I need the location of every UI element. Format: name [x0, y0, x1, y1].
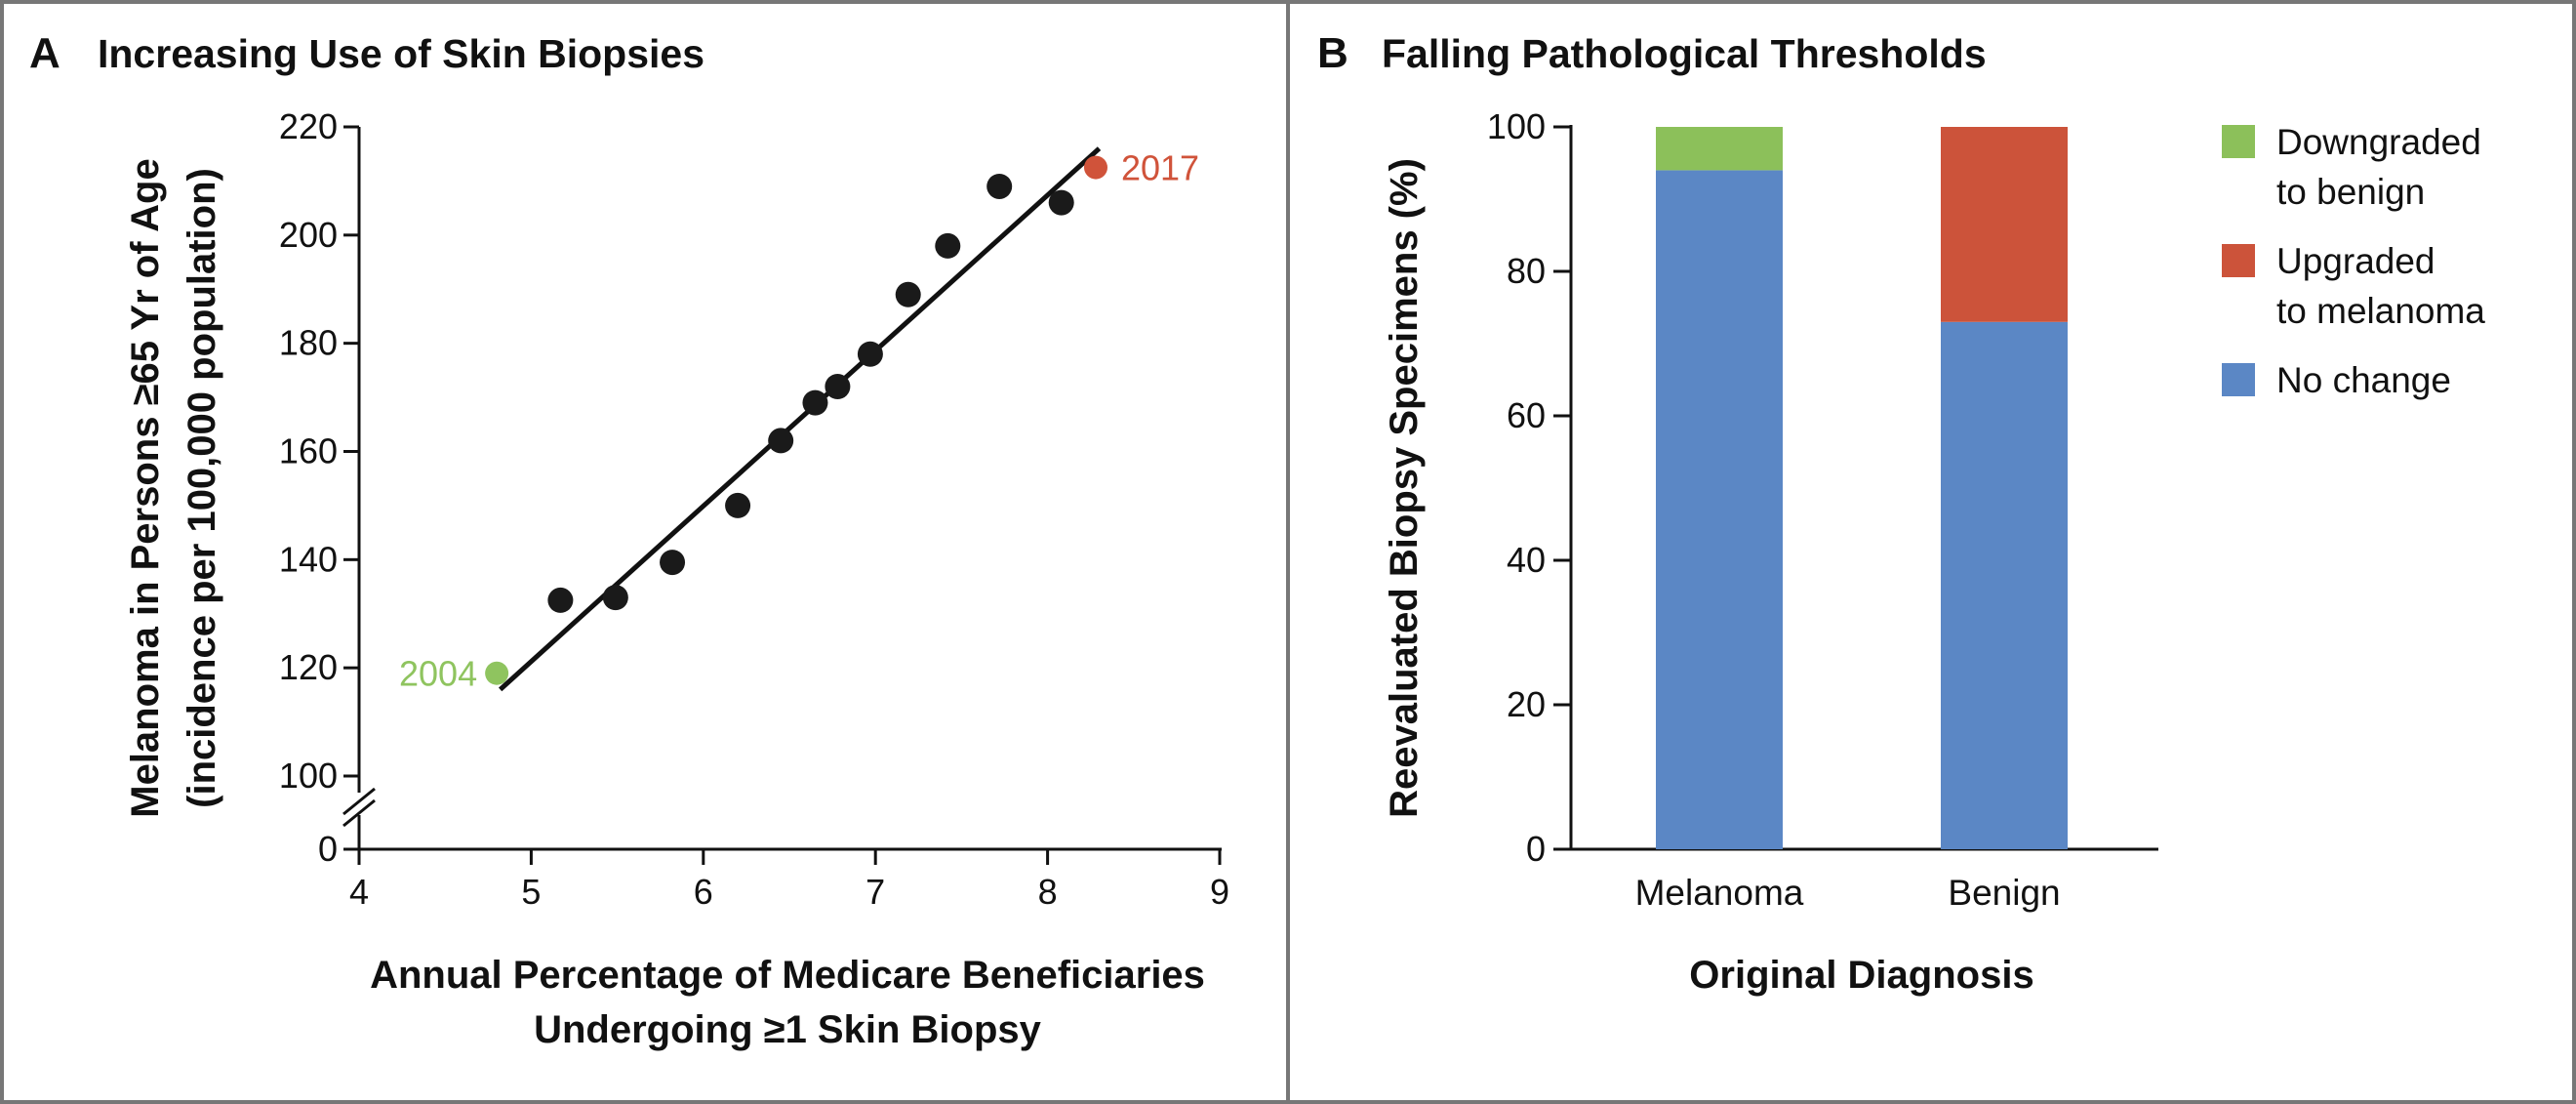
- bar-segment: [1941, 127, 2068, 322]
- x-tick-label: 5: [521, 872, 541, 912]
- x-tick-label: 9: [1210, 872, 1229, 912]
- y-tick-label: 100: [279, 756, 338, 796]
- x-axis-title: Undergoing ≥1 Skin Biopsy: [534, 1008, 1042, 1051]
- data-point: [602, 585, 628, 611]
- bar-segment: [1941, 321, 2068, 849]
- bar-segment: [1656, 127, 1783, 171]
- y-tick-label: 80: [1507, 251, 1546, 291]
- legend-label: Upgraded: [2276, 241, 2435, 281]
- y-tick-label: 120: [279, 647, 338, 687]
- scatter-chart: 0 100 120 140 160 180 200 220 4 5 6 7 8 9 Annual Perce…: [124, 106, 1229, 1051]
- y-tick-label: 40: [1507, 540, 1546, 580]
- stacked-bar-chart: 0 20 40 60 80 100 Melanoma Benign Original Diagn…: [1383, 106, 2485, 997]
- y-axis-title: Melanoma in Persons ≥65 Yr of Age: [124, 158, 167, 818]
- data-point: [1048, 189, 1074, 216]
- y-tick-label: 60: [1507, 395, 1546, 435]
- data-point: [825, 374, 851, 399]
- panel-a-letter: A: [29, 29, 60, 77]
- y-tick-label: 100: [1487, 106, 1546, 146]
- y-tick-label: 0: [318, 829, 338, 869]
- data-point: [895, 281, 921, 307]
- x-axis-title: Original Diagnosis: [1689, 954, 2033, 997]
- y-axis-title: (incidence per 100,000 population): [181, 168, 223, 808]
- legend-label: Downgraded: [2276, 122, 2481, 162]
- bar-segment: [1656, 170, 1783, 849]
- legend-label: No change: [2276, 360, 2451, 400]
- data-point: [725, 492, 751, 518]
- y-tick-label: 20: [1507, 684, 1546, 724]
- y-axis-title: Reevaluated Biopsy Specimens (%): [1383, 158, 1426, 818]
- data-point: [857, 341, 883, 367]
- legend-swatch: [2222, 363, 2255, 396]
- x-tick-label: 4: [349, 872, 369, 912]
- category-label: Melanoma: [1635, 873, 1804, 913]
- x-axis-title: Annual Percentage of Medicare Beneficiar…: [370, 954, 1205, 997]
- data-point: [986, 173, 1013, 199]
- y-tick-label: 160: [279, 431, 338, 471]
- data-point: [660, 550, 686, 576]
- data-point: [802, 389, 828, 416]
- trend-line: [498, 146, 1102, 692]
- data-point: [935, 232, 961, 259]
- x-tick-label: 8: [1038, 872, 1058, 912]
- data-point: [1083, 155, 1107, 180]
- data-point: [768, 428, 794, 454]
- legend-swatch: [2222, 244, 2255, 277]
- legend-swatch: [2222, 125, 2255, 158]
- data-point: [547, 587, 574, 613]
- data-point: [485, 661, 509, 685]
- y-tick-label: 200: [279, 215, 338, 255]
- panel-b: B Falling Pathological Thresholds 0 20 40 6…: [1317, 29, 2485, 997]
- y-tick-label: 140: [279, 539, 338, 579]
- x-tick-label: 7: [865, 872, 885, 912]
- panel-a: A Increasing Use of Skin Biopsies 0 100 12…: [29, 29, 1229, 1051]
- point-label-start: 2004: [399, 654, 477, 694]
- y-axis-break-mark: [342, 798, 376, 828]
- point-label-end: 2017: [1121, 148, 1199, 188]
- panel-a-title: Increasing Use of Skin Biopsies: [98, 31, 704, 76]
- panel-b-letter: B: [1317, 29, 1348, 77]
- y-tick-label: 220: [279, 106, 338, 146]
- category-label: Benign: [1948, 873, 2060, 913]
- legend-label: to benign: [2276, 172, 2425, 212]
- y-tick-label: 0: [1526, 829, 1546, 869]
- x-tick-label: 6: [694, 872, 713, 912]
- panel-b-title: Falling Pathological Thresholds: [1382, 31, 1987, 76]
- legend-label: to melanoma: [2276, 291, 2485, 331]
- y-tick-label: 180: [279, 323, 338, 363]
- y-axis-break-mark: [342, 787, 376, 816]
